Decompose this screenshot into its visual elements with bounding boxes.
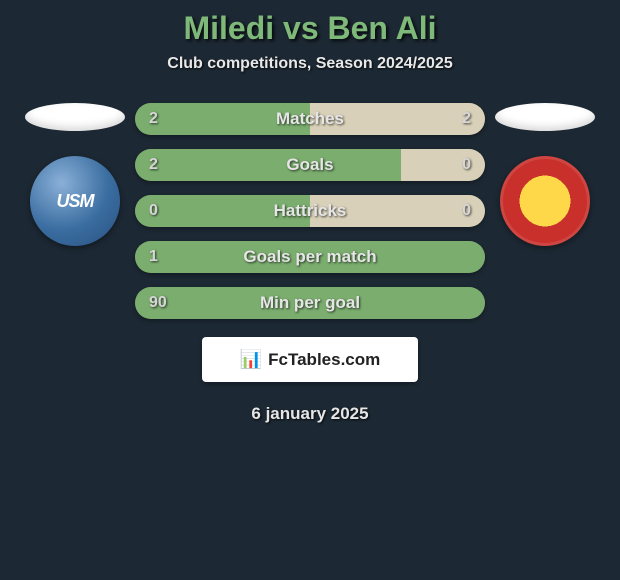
- bar-label: Hattricks: [135, 201, 485, 221]
- brand-badge: 📊 FcTables.com: [202, 337, 418, 382]
- page-title: Miledi vs Ben Ali: [0, 10, 620, 47]
- brand-text: FcTables.com: [268, 350, 380, 370]
- player-avatar-left: [25, 103, 125, 131]
- stat-bar: 2Goals0: [135, 149, 485, 181]
- club-badge-left: USM: [30, 156, 120, 246]
- infographic-container: Miledi vs Ben Ali Club competitions, Sea…: [0, 0, 620, 434]
- bar-label: Goals: [135, 155, 485, 175]
- stat-bar: 1Goals per match: [135, 241, 485, 273]
- bar-label: Goals per match: [135, 247, 485, 267]
- stat-bar: 90Min per goal: [135, 287, 485, 319]
- club-badge-left-text: USM: [57, 191, 94, 212]
- bar-value-right: 2: [462, 110, 471, 128]
- stats-bars: 2Matches22Goals00Hattricks01Goals per ma…: [135, 103, 485, 319]
- bar-label: Min per goal: [135, 293, 485, 313]
- club-badge-right: [500, 156, 590, 246]
- club-badge-right-ring: [500, 156, 590, 246]
- content-row: USM 2Matches22Goals00Hattricks01Goals pe…: [0, 103, 620, 319]
- chart-icon: 📊: [240, 349, 262, 370]
- date-text: 6 january 2025: [0, 404, 620, 424]
- player-avatar-right: [495, 103, 595, 131]
- bar-value-right: 0: [462, 156, 471, 174]
- stat-bar: 0Hattricks0: [135, 195, 485, 227]
- bar-value-right: 0: [462, 202, 471, 220]
- left-side: USM: [25, 103, 125, 246]
- right-side: [495, 103, 595, 246]
- stat-bar: 2Matches2: [135, 103, 485, 135]
- bar-label: Matches: [135, 109, 485, 129]
- subtitle: Club competitions, Season 2024/2025: [0, 55, 620, 73]
